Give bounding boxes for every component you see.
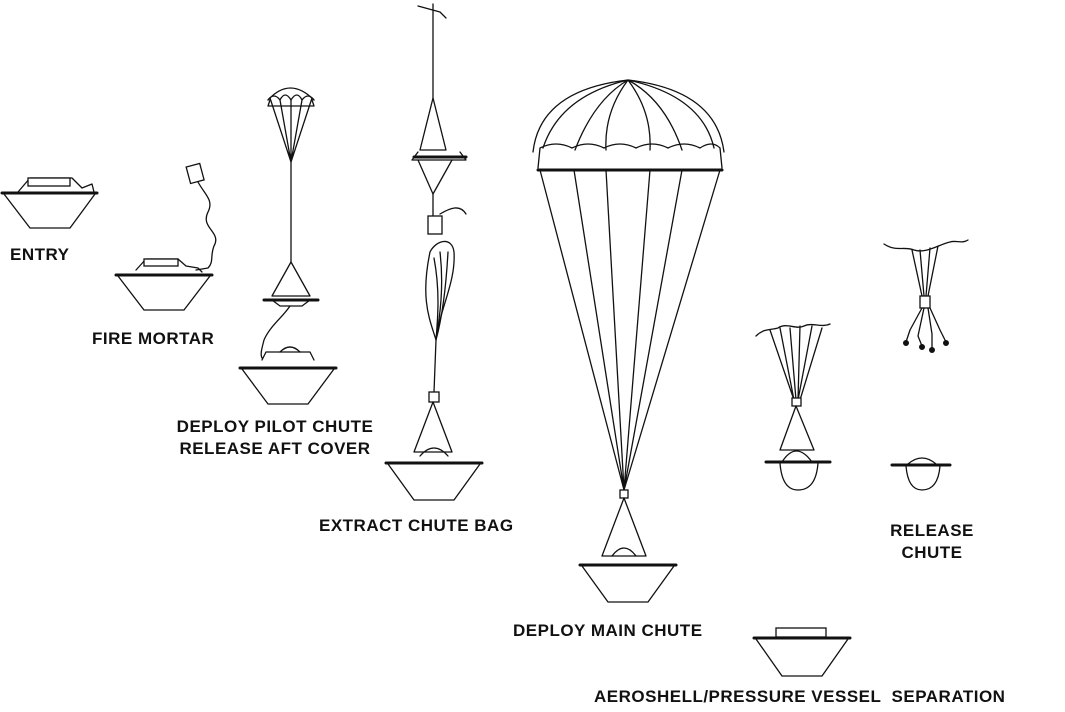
released-pressure-vessel <box>890 457 952 491</box>
label-fire-mortar: FIRE MORTAR <box>92 329 215 348</box>
released-chute <box>883 239 969 353</box>
label-release-line1: RELEASE <box>890 521 974 540</box>
label-deploy-pilot-chute: DEPLOY PILOT CHUTE RELEASE AFT COVER <box>160 416 390 460</box>
label-extract-chute-bag: EXTRACT CHUTE BAG <box>319 516 514 535</box>
label-release-chute: RELEASE CHUTE <box>872 520 992 564</box>
label-deploy-pilot-line1: DEPLOY PILOT CHUTE <box>176 417 374 436</box>
crumpled-chute-release <box>755 323 832 491</box>
pilot-chute-deployment <box>238 87 338 405</box>
separated-aeroshell <box>752 627 852 677</box>
label-aeroshell-separation: AEROSHELL/PRESSURE VESSEL SEPARATION <box>594 687 1006 706</box>
label-entry: ENTRY <box>10 245 70 264</box>
label-release-line2: CHUTE <box>901 543 963 562</box>
chute-bag-extraction <box>384 3 484 501</box>
entry-probe <box>0 177 99 229</box>
fire-mortar-probe <box>114 162 217 311</box>
label-deploy-main-chute: DEPLOY MAIN CHUTE <box>513 621 703 640</box>
label-deploy-pilot-line2: RELEASE AFT COVER <box>179 439 371 458</box>
main-chute-deployment <box>532 79 725 603</box>
